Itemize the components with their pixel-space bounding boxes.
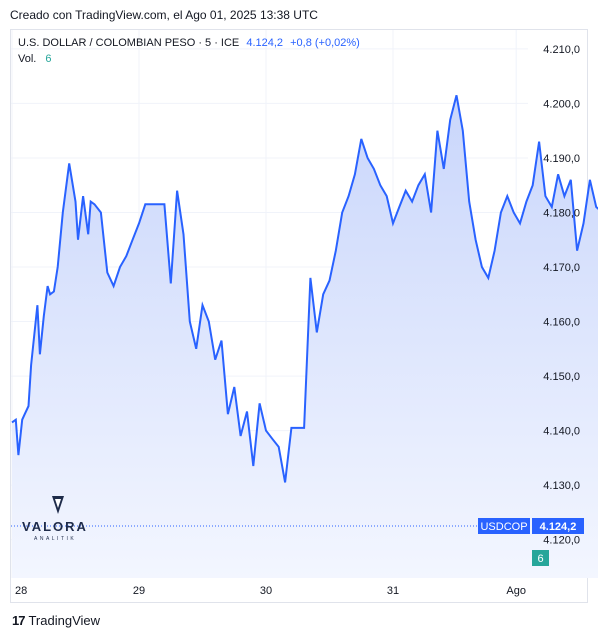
footer-brand: TradingView [28, 613, 101, 628]
x-tick-label: 29 [133, 585, 145, 597]
legend-volume-label: Vol. [18, 53, 37, 65]
y-tick-label: 4.160,0 [543, 317, 580, 329]
y-tick-label: 4.130,0 [543, 480, 580, 492]
legend-symbol: U.S. DOLLAR / COLOMBIAN PESO · 5 · ICE [18, 37, 240, 49]
x-axis-labels: 28 29 30 31 Ago [15, 585, 526, 597]
x-tick-label: 31 [387, 585, 399, 597]
chart-credit: Creado con TradingView.com, el Ago 01, 2… [10, 8, 318, 22]
legend-change: +0,8 (+0,02%) [290, 37, 360, 49]
y-tick-label: 4.180,0 [543, 207, 580, 219]
y-tick-label: 4.190,0 [543, 153, 580, 165]
volume-badge [532, 550, 549, 566]
y-tick-label: 4.200,0 [543, 98, 580, 110]
price-area [12, 95, 598, 578]
y-tick-label: 4.140,0 [543, 426, 580, 438]
y-axis-labels: 4.210,0 4.200,0 4.190,0 4.180,0 4.170,0 4.160… [543, 44, 580, 547]
y-tick-label: 4.170,0 [543, 262, 580, 274]
y-tick-label: 4.120,0 [543, 535, 580, 547]
y-tick-label: 4.210,0 [543, 44, 580, 56]
x-tick-label: 28 [15, 585, 27, 597]
logo-name: VALORA [22, 519, 88, 534]
price-line [11, 95, 598, 483]
valora-logo: VALORA ANALITIK [22, 496, 88, 542]
tradingview-logo-icon: 17 [12, 613, 26, 628]
y-tick-label: 4.150,0 [543, 371, 580, 383]
ticker-badge-label: USDCOP [480, 521, 527, 533]
legend-last-price: 4.124,2 [246, 37, 284, 49]
chart-legend: U.S. DOLLAR / COLOMBIAN PESO · 5 · ICE 4… [18, 35, 360, 67]
price-badge [532, 518, 584, 534]
ticker-badge [478, 518, 530, 534]
footer[interactable]: 17 TradingView [12, 613, 100, 628]
x-tick-label: 30 [260, 585, 272, 597]
logo-subtitle: ANALITIK [34, 536, 76, 542]
legend-volume-value: 6 [45, 53, 52, 65]
volume-badge-label: 6 [537, 553, 543, 565]
x-tick-label: Ago [506, 585, 526, 597]
price-badge-label: 4.124,2 [540, 521, 577, 533]
